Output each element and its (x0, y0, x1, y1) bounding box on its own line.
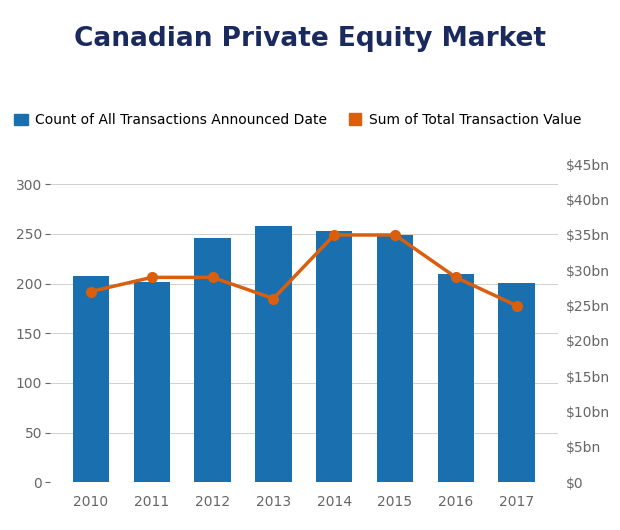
Bar (194, 238, 231, 482)
Bar (316, 231, 352, 482)
Bar (377, 235, 414, 482)
Bar (255, 226, 291, 482)
Legend: Count of All Transactions Announced Date, Sum of Total Transaction Value: Count of All Transactions Announced Date… (9, 108, 587, 132)
Bar (498, 282, 535, 482)
Text: Canadian Private Equity Market: Canadian Private Equity Market (74, 26, 546, 52)
Bar (438, 273, 474, 482)
Bar (133, 281, 170, 482)
Bar (73, 276, 109, 482)
